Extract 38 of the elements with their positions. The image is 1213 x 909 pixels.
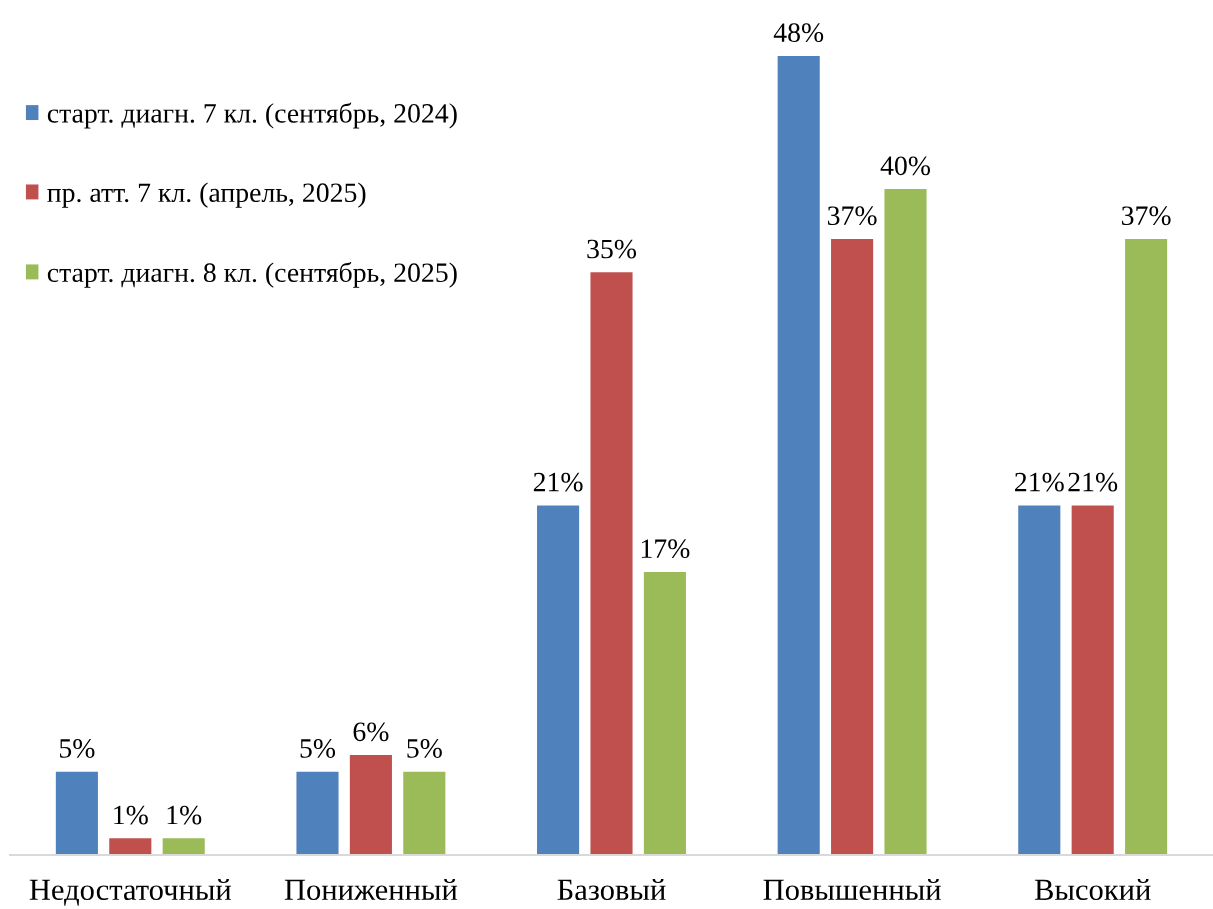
data-label: 1% [114,805,148,825]
bar [1018,505,1061,855]
data-label: 21% [533,472,583,492]
x-tick-label: Недостаточный [29,878,232,906]
x-tick-label: Повышенный [763,878,941,901]
data-label: 21% [1068,472,1118,492]
bar [643,572,686,855]
bar [1125,239,1168,855]
data-label: 17% [641,539,690,559]
x-tick-label: Пониженный [284,878,458,901]
legend-label: пр. атт. 7 кл. (апрель, 2025) [47,182,366,208]
bar [349,755,392,855]
data-label: 40% [880,156,931,176]
data-label: 21% [1015,472,1064,492]
x-tick-label: Высокий [1034,878,1151,901]
bar [1071,505,1114,855]
bar [109,838,152,855]
bar [590,272,633,855]
bar [777,55,820,855]
data-label: 1% [167,805,202,825]
data-label: 48% [773,23,824,43]
bar [162,838,205,855]
legend-label: старт. диагн. 7 кл. (сентябрь, 2024) [47,102,457,129]
bar [296,771,339,855]
data-label: 6% [353,722,389,742]
data-label: 5% [59,739,95,758]
bar [884,189,927,855]
legend-label: старт. диагн. 8 кл. (сентябрь, 2025) [47,261,457,288]
bar [537,505,580,855]
bar [831,239,874,855]
bar [55,771,98,855]
data-label: 37% [827,206,877,226]
data-label: 37% [1121,206,1171,226]
bar [403,771,446,855]
data-label: 5% [407,739,442,758]
x-tick-label: Базовый [557,878,666,901]
data-label: 35% [587,239,637,259]
data-label: 5% [300,739,336,758]
